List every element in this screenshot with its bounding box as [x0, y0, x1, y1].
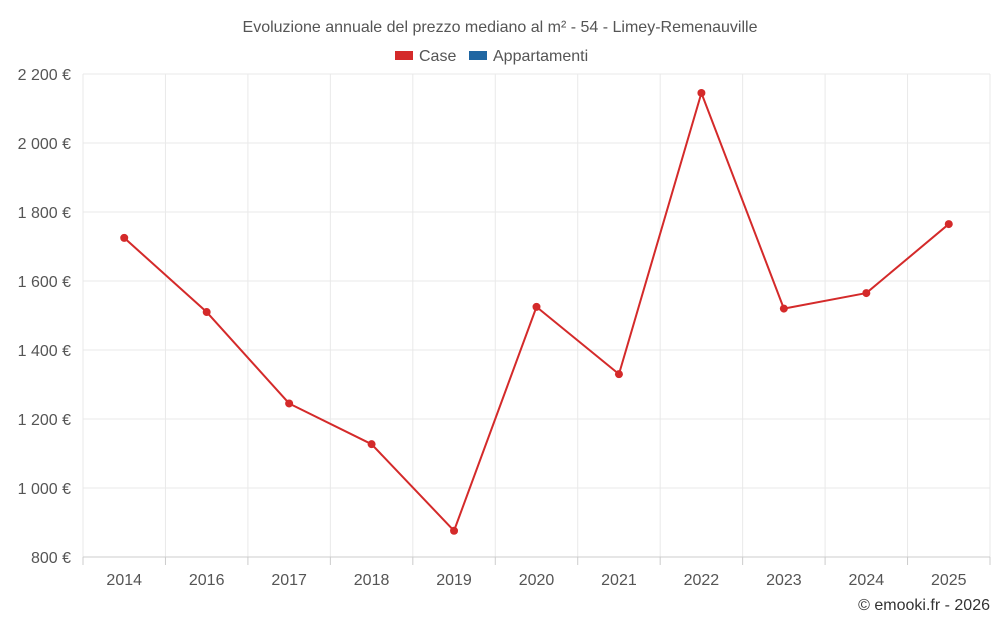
data-point-2014[interactable] [120, 233, 129, 242]
legend-item-case[interactable]: Case [395, 48, 456, 65]
x-tick-label: 2023 [766, 572, 802, 589]
y-tick-label: 1 800 € [18, 205, 71, 222]
data-point-2021[interactable] [614, 370, 623, 379]
data-point-2017[interactable] [285, 399, 294, 408]
y-tick-label: 2 200 € [18, 67, 71, 84]
series-case [120, 88, 953, 535]
x-tick-label: 2019 [436, 572, 472, 589]
x-tick-label: 2018 [354, 572, 390, 589]
legend-label-appartamenti: Appartamenti [493, 48, 588, 65]
x-axis-ticks: 2014 2016 2017 2018 2019 2020 2021 2022 2023 2024… [106, 572, 966, 589]
y-axis-ticks: 800 € 1 000 € 1 200 € 1 400 € 1 600 € 1 800 €… [18, 67, 71, 567]
data-point-2022[interactable] [697, 88, 706, 97]
y-tick-label: 1 200 € [18, 412, 71, 429]
legend-swatch-case [395, 51, 413, 60]
data-point-2023[interactable] [779, 304, 788, 313]
credit-text: © emooki.fr - 2026 [858, 597, 990, 614]
grid-lines [82, 73, 991, 557]
chart-title: Evoluzione annuale del prezzo mediano al… [243, 19, 758, 36]
legend[interactable]: Case Appartamenti [395, 48, 588, 65]
y-tick-label: 2 000 € [18, 136, 71, 153]
x-tick-label: 2022 [684, 572, 720, 589]
legend-item-appartamenti[interactable]: Appartamenti [469, 48, 588, 65]
data-point-2024[interactable] [862, 289, 871, 298]
y-tick-label: 1 600 € [18, 274, 71, 291]
data-point-2018[interactable] [367, 440, 376, 449]
y-tick-label: 800 € [31, 550, 71, 567]
data-point-2016[interactable] [202, 308, 211, 317]
y-tick-label: 1 000 € [18, 481, 71, 498]
data-point-2019[interactable] [450, 526, 459, 535]
x-tick-label: 2025 [931, 572, 967, 589]
legend-label-case: Case [419, 48, 456, 65]
data-point-2020[interactable] [532, 302, 541, 311]
x-tick-label: 2020 [519, 572, 555, 589]
x-tick-label: 2017 [271, 572, 307, 589]
data-point-2025[interactable] [944, 220, 953, 229]
x-tick-label: 2021 [601, 572, 637, 589]
x-tick-label: 2014 [106, 572, 142, 589]
legend-swatch-appartamenti [469, 51, 487, 60]
x-tick-label: 2016 [189, 572, 225, 589]
x-tick-label: 2024 [849, 572, 885, 589]
y-tick-label: 1 400 € [18, 343, 71, 360]
axes [82, 556, 991, 565]
